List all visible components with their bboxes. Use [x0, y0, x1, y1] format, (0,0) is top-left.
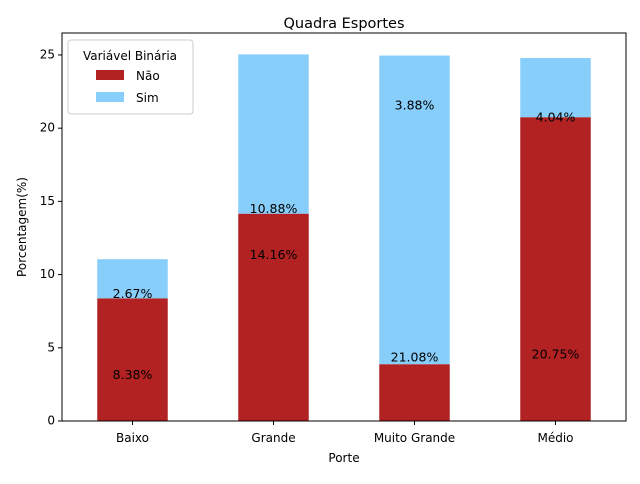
bar-baixo-nao [97, 298, 168, 421]
data-label-baixo-1: 2.67% [113, 286, 153, 301]
data-label-muito-grande-5: 21.08% [391, 350, 439, 365]
y-axis-label: Porcentagem(%) [15, 177, 29, 277]
plot-frame [61, 32, 627, 422]
x-axis-label: Porte [328, 451, 359, 465]
bar-medio-nao [520, 117, 591, 421]
legend-swatch-sim [96, 92, 124, 102]
legend-swatch-nao [96, 70, 124, 80]
y-tick-label-0: 0 [47, 414, 55, 428]
x-tick-label-muito-grande: Muito Grande [374, 431, 455, 445]
x-tick-label-grande: Grande [251, 431, 295, 445]
y-tick-label-15: 15 [40, 194, 55, 208]
bar-medio-sim [520, 58, 591, 118]
legend-title: Variável Binária [83, 49, 177, 63]
legend-label-nao: Não [136, 69, 160, 83]
bar-grande-sim [238, 54, 309, 214]
bars-layer [97, 54, 591, 421]
x-tick-label-medio: Médio [537, 431, 573, 445]
data-labels-layer: 8.38% 2.67% 14.16% 10.88% 3.88% 21.08% 20.75% 4… [113, 98, 580, 382]
axes-layer [61, 32, 627, 422]
x-tick-label-baixo: Baixo [116, 431, 149, 445]
y-tick-label-20: 20 [40, 121, 55, 135]
y-tick-label-10: 10 [40, 267, 55, 281]
data-label-medio-7: 4.04% [536, 109, 576, 124]
bar-muito-grande-sim [379, 55, 450, 365]
data-label-grande-2: 14.16% [250, 247, 298, 262]
data-label-grande-3: 10.88% [250, 201, 298, 216]
bar-muito-grande-nao [379, 364, 450, 421]
chart-title: Quadra Esportes [283, 16, 404, 32]
legend-label-sim: Sim [136, 91, 159, 105]
data-label-medio-6: 20.75% [532, 347, 580, 362]
data-label-muito-grande-4: 3.88% [395, 98, 435, 113]
bar-baixo-sim [97, 259, 168, 299]
data-label-baixo-0: 8.38% [113, 367, 153, 382]
ticks-layer: 0 5 10 15 20 25 Baixo Grande Muito Grande Médio [40, 47, 574, 445]
y-tick-label-25: 25 [40, 47, 55, 61]
bar-grande-nao [238, 213, 309, 421]
y-tick-label-5: 5 [47, 340, 55, 354]
legend: Variável Binária Não Sim [67, 39, 194, 115]
